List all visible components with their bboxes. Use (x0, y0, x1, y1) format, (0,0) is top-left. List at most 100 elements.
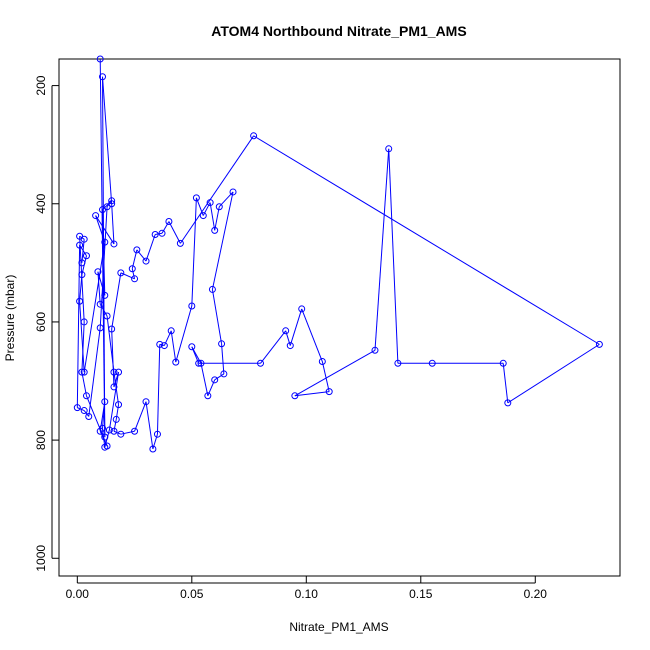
data-point (128, 265, 136, 273)
series-line-segment (108, 372, 120, 431)
data-point (428, 359, 436, 367)
series-line-segment (79, 236, 85, 322)
data-point (192, 194, 200, 202)
series-line-segment (111, 329, 115, 387)
data-point (76, 297, 84, 305)
series-line-segment (170, 330, 177, 363)
data-point (101, 238, 109, 246)
series-line-segment (102, 76, 113, 204)
data-point (172, 358, 180, 366)
x-tick-label: 0.05 (180, 587, 204, 601)
data-point (158, 229, 166, 237)
data-point (78, 271, 86, 279)
data-point (176, 239, 184, 247)
data-point (105, 426, 113, 434)
series-line-segment (97, 271, 101, 305)
x-tick-label: 0.00 (66, 587, 90, 601)
data-point (229, 188, 237, 196)
series-line-segment (120, 272, 135, 280)
series-line-segment (301, 308, 323, 362)
data-point (96, 55, 104, 63)
data-point (504, 399, 512, 407)
series-line-segment (145, 401, 154, 450)
series-line-segment (191, 197, 197, 306)
data-point (211, 226, 219, 234)
data-point (371, 346, 379, 354)
series-line-segment (374, 148, 390, 351)
data-point (78, 259, 86, 267)
series-line-segment (202, 202, 211, 216)
series-line-segment (113, 419, 117, 432)
data-point (142, 257, 150, 265)
series-line-segment (136, 249, 147, 262)
data-point (165, 217, 173, 225)
data-point (220, 370, 228, 378)
series-line-segment (83, 242, 106, 373)
data-point (82, 252, 90, 260)
data-point (149, 445, 157, 453)
data-point (117, 430, 125, 438)
data-point (80, 368, 88, 376)
series-line-segment (294, 349, 376, 397)
series-points (73, 55, 603, 453)
data-point (160, 342, 168, 350)
data-point (394, 359, 402, 367)
data-point (208, 285, 216, 293)
series-lines (76, 58, 600, 450)
series-line-segment (86, 395, 108, 447)
data-point (188, 302, 196, 310)
data-point (80, 235, 88, 243)
data-point (115, 368, 123, 376)
series-line-segment (159, 343, 165, 347)
data-point (257, 359, 265, 367)
y-tick-label: 1000 (34, 545, 48, 572)
data-point (101, 433, 109, 441)
data-point (131, 275, 139, 283)
plot-frame (58, 58, 621, 577)
data-point (291, 392, 299, 400)
data-point (195, 359, 203, 367)
series-line-segment (211, 289, 223, 344)
data-point (156, 340, 164, 348)
data-point (595, 340, 603, 348)
data-point (211, 376, 219, 384)
series-line-segment (260, 330, 287, 364)
series-line-segment (294, 391, 330, 397)
data-point (96, 324, 104, 332)
series-line-segment (156, 344, 161, 435)
data-point (96, 300, 104, 308)
data-point (103, 442, 111, 450)
data-point (80, 318, 88, 326)
data-point (131, 427, 139, 435)
data-point (76, 241, 84, 249)
data-point (110, 383, 118, 391)
data-point (108, 197, 116, 205)
data-point (199, 212, 207, 220)
x-tick-label: 0.20 (524, 587, 548, 601)
series-line-segment (214, 373, 225, 381)
series-line-segment (134, 401, 147, 432)
x-tick-label: 0.15 (409, 587, 433, 601)
data-point (197, 359, 205, 367)
data-point (133, 246, 141, 254)
series-line-segment (81, 321, 85, 373)
data-point (80, 407, 88, 415)
data-point (73, 404, 81, 412)
data-point (286, 342, 294, 350)
data-point (385, 145, 393, 153)
series-line-segment (145, 234, 156, 262)
data-point (188, 343, 196, 351)
series-line-segment (97, 271, 106, 296)
data-point (92, 212, 100, 220)
y-tick-label: 800 (34, 430, 48, 450)
series-line-segment (179, 135, 255, 244)
series-line-segment (77, 407, 85, 412)
series-line-segment (81, 239, 85, 263)
series-line-segment (88, 327, 101, 417)
series-line-segment (168, 221, 181, 244)
series-line-segment (209, 202, 216, 231)
data-point (115, 401, 123, 409)
series-line-segment (211, 191, 234, 290)
data-point (215, 203, 223, 211)
